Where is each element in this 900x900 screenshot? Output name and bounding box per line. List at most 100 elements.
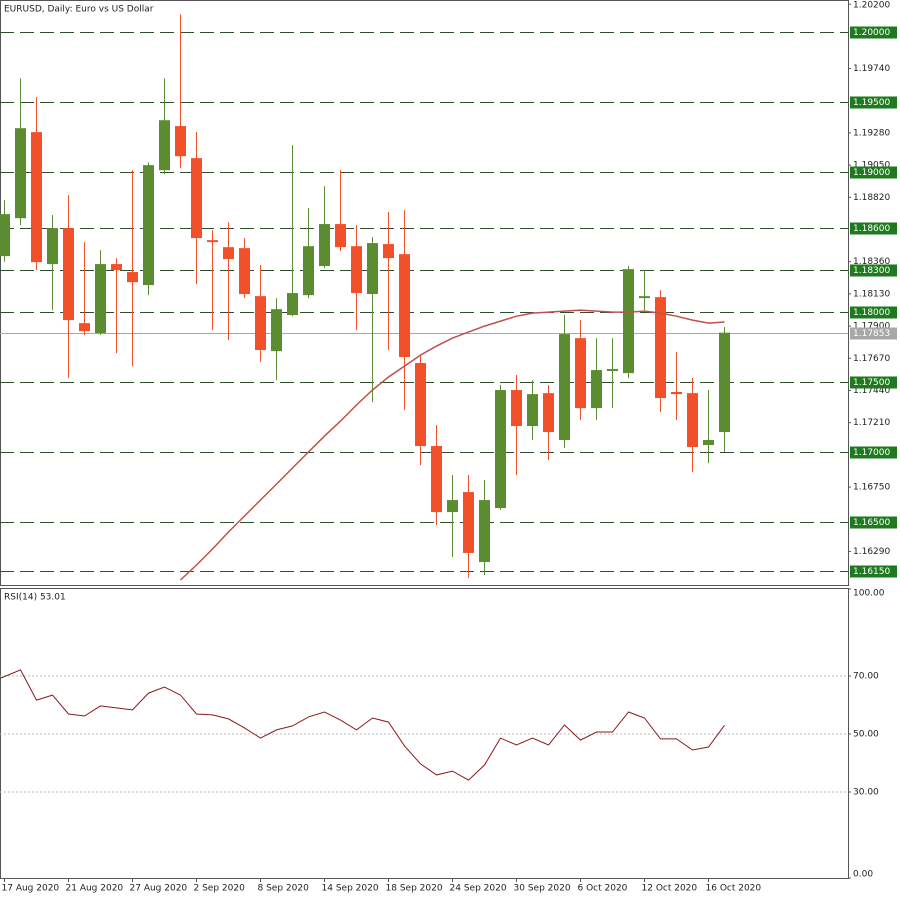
y-tick-label: 1.19050 <box>853 161 890 171</box>
candle-body <box>495 390 506 509</box>
current-price-label: 1.17853 <box>853 329 890 339</box>
y-tick-label: 1.19740 <box>853 64 890 74</box>
level-box <box>850 306 897 319</box>
level-label: 1.19500 <box>853 98 890 108</box>
y-tick-label: 1.17210 <box>853 418 890 428</box>
y-tick-label: 1.18820 <box>853 193 890 203</box>
candle-body <box>111 264 122 271</box>
candle-body <box>159 120 170 171</box>
price-panel-frame <box>0 0 849 586</box>
x-tick-label: 6 Oct 2020 <box>578 884 628 894</box>
candle-body <box>31 132 42 263</box>
candle-body <box>255 296 266 351</box>
x-tick-label: 18 Sep 2020 <box>386 884 443 894</box>
candle-body <box>703 440 714 446</box>
y-tick-label: 1.17900 <box>853 322 890 332</box>
y-tick-label: 1.18360 <box>853 257 890 267</box>
candle-body <box>479 500 490 563</box>
chart-title: EURUSD, Daily: Euro vs US Dollar <box>4 5 154 15</box>
candle-body <box>0 214 10 257</box>
rsi-line <box>0 669 725 781</box>
level-label: 1.16150 <box>853 567 890 577</box>
candle-body <box>367 243 378 295</box>
candle-body <box>47 228 58 265</box>
rsi-title: RSI(14) 53.01 <box>4 593 66 603</box>
x-tick-label: 21 Aug 2020 <box>66 884 124 894</box>
candle-body <box>671 392 682 395</box>
y-tick-label: 30.00 <box>853 788 879 798</box>
candle-body <box>575 338 586 409</box>
candle-body <box>223 247 234 260</box>
candle-body <box>687 393 698 448</box>
y-tick-label: 1.17670 <box>853 354 890 364</box>
level-label: 1.17500 <box>853 378 890 388</box>
candle-body <box>543 393 554 433</box>
candle-body <box>95 264 106 334</box>
x-tick-label: 14 Sep 2020 <box>322 884 379 894</box>
y-tick-label: 1.16750 <box>853 483 890 493</box>
level-box <box>850 264 897 277</box>
level-box <box>850 565 897 578</box>
candle-body <box>207 240 218 243</box>
candle-body <box>559 334 570 441</box>
y-tick-label: 1.16290 <box>853 547 890 557</box>
x-tick-label: 17 Aug 2020 <box>2 884 60 894</box>
level-box <box>850 96 897 109</box>
candle-body <box>79 323 90 332</box>
candle-body <box>143 165 154 286</box>
x-tick-label: 12 Oct 2020 <box>642 884 698 894</box>
candle-body <box>719 332 730 433</box>
candle-body <box>431 446 442 513</box>
price-layer: 1.20200 1.19740 1.19280 1.19050 1.18820 1.183… <box>0 1 897 581</box>
level-box <box>850 166 897 179</box>
candle-body <box>527 394 538 427</box>
y-tick-label: 50.00 <box>853 730 879 740</box>
y-tick-label: 1.20200 <box>853 1 890 11</box>
candle-body <box>463 492 474 553</box>
candle-body <box>271 309 282 352</box>
current-price-box <box>850 327 897 340</box>
candle-body <box>511 390 522 427</box>
level-label: 1.16500 <box>853 518 890 528</box>
x-tick-label: 27 Aug 2020 <box>130 884 188 894</box>
level-label: 1.18000 <box>853 308 890 318</box>
level-box <box>850 222 897 235</box>
x-tick-label: 30 Sep 2020 <box>514 884 571 894</box>
y-tick-label: 70.00 <box>853 672 879 682</box>
level-label: 1.18600 <box>853 224 890 234</box>
candle-body <box>319 224 330 267</box>
candle-body <box>639 296 650 299</box>
candle-body <box>175 126 186 157</box>
candle-body <box>591 370 602 409</box>
candle-body <box>127 272 138 283</box>
level-label: 1.17000 <box>853 448 890 458</box>
level-label: 1.20000 <box>853 28 890 38</box>
candle-body <box>399 254 410 358</box>
level-box <box>850 446 897 459</box>
y-tick-label: 1.19280 <box>853 128 890 138</box>
x-tick-label: 16 Oct 2020 <box>706 884 762 894</box>
candle-body <box>335 224 346 248</box>
level-box <box>850 26 897 39</box>
y-tick-label: 0.00 <box>853 870 873 880</box>
candle-body <box>191 158 202 239</box>
x-tick-label: 24 Sep 2020 <box>450 884 507 894</box>
y-tick-label: 100.00 <box>853 589 885 599</box>
candle-body <box>15 128 26 219</box>
level-box <box>850 376 897 389</box>
candle-body <box>303 246 314 296</box>
moving-average <box>179 309 725 581</box>
x-tick-label: 2 Sep 2020 <box>194 884 246 894</box>
y-tick-label: 1.17440 <box>853 386 890 396</box>
candle-body <box>63 228 74 321</box>
candle-body <box>623 269 634 374</box>
candle-body <box>607 369 618 372</box>
candle-body <box>655 297 666 399</box>
level-box <box>850 516 897 529</box>
level-label: 1.19000 <box>853 168 890 178</box>
candle-body <box>415 363 426 447</box>
candle-body <box>239 248 250 295</box>
rsi-layer: 100.00 70.00 50.00 30.00 0.00 <box>0 588 885 880</box>
